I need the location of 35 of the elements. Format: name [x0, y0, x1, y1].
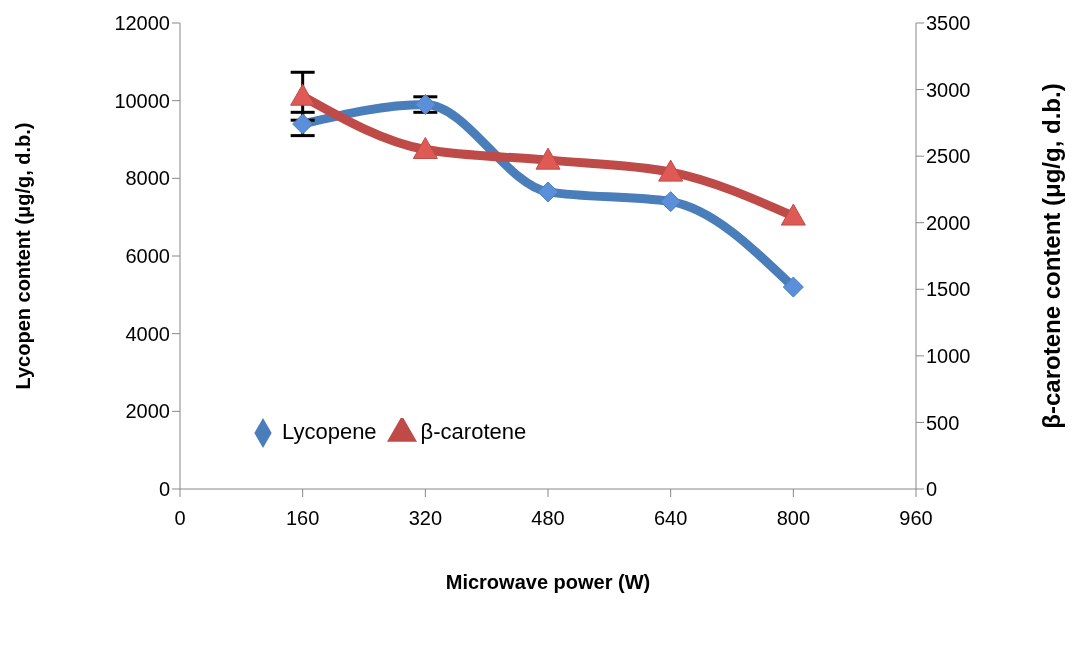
- point: [412, 136, 438, 159]
- y-tick-label: 10000: [114, 89, 170, 112]
- y2-tick-label: 1000: [926, 344, 971, 367]
- y-tick-label: 8000: [125, 167, 170, 190]
- x-tick-label: 800: [776, 507, 811, 530]
- y2-tick-label: 0: [926, 478, 938, 501]
- y-tick-label: 4000: [125, 322, 170, 345]
- y-tick-label: 2000: [125, 400, 170, 423]
- y-tick-label: 12000: [114, 12, 170, 35]
- point: [658, 159, 684, 182]
- y2-axis-title: β-carotene content (μg/g, d.b.): [1037, 83, 1065, 429]
- x-tick-label: 160: [285, 507, 320, 530]
- y2-tick-label: 3500: [926, 12, 971, 35]
- point: [780, 203, 806, 226]
- y2-tick-label: 2500: [926, 145, 971, 168]
- legend-label: β-carotene: [420, 418, 527, 444]
- y-axis-title: Lycopen content (μg/g, d.b.): [12, 122, 35, 390]
- point: [537, 181, 559, 203]
- x-tick-label: 320: [408, 507, 443, 530]
- x-tick-label: 0: [174, 507, 186, 530]
- y-tick-label: 0: [158, 478, 170, 501]
- point: [782, 276, 804, 298]
- legend-label: Lycopene: [282, 418, 377, 444]
- point: [660, 191, 682, 213]
- y2-tick-label: 500: [926, 411, 960, 434]
- y2-tick-label: 2000: [926, 211, 971, 234]
- point: [290, 83, 316, 106]
- x-tick-label: 640: [653, 507, 688, 530]
- point: [535, 147, 561, 170]
- y2-tick-label: 1500: [926, 278, 971, 301]
- y2-tick-label: 3000: [926, 78, 971, 101]
- x-axis-title: Microwave power (W): [445, 571, 651, 593]
- y-tick-label: 6000: [125, 245, 170, 268]
- x-tick-label: 960: [899, 507, 933, 530]
- x-tick-label: 480: [531, 507, 565, 530]
